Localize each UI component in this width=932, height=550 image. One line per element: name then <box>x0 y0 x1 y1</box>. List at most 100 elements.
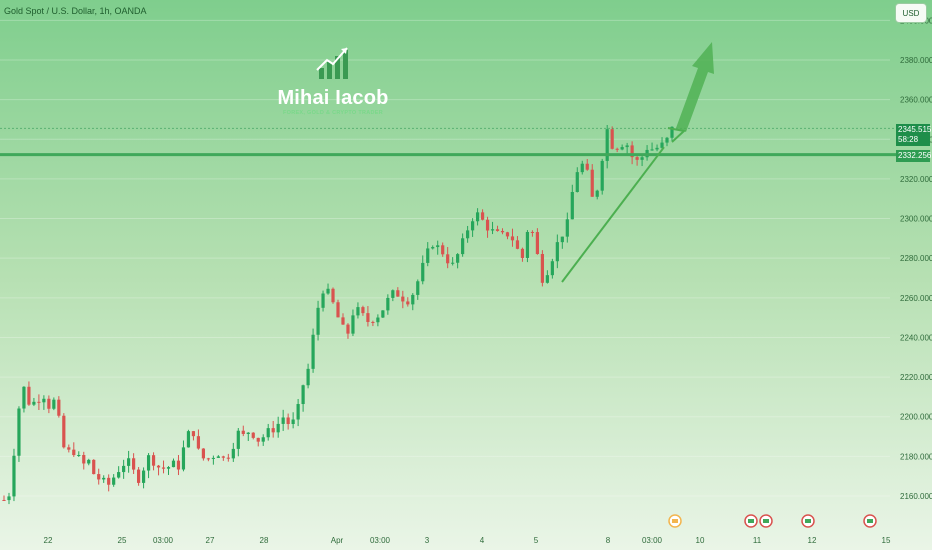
countdown-value: 58:28 <box>898 135 919 144</box>
candle-body <box>560 236 564 243</box>
candle-body <box>510 236 515 241</box>
candle-body <box>630 145 634 158</box>
x-axis: 22 25 03:00 27 28 Apr 03:00 3 4 5 8 03:00 10 11 12 15 <box>44 536 891 545</box>
candle-body <box>112 477 116 485</box>
candle-body <box>256 437 260 442</box>
candle-body <box>490 229 495 231</box>
candle-body <box>366 313 370 322</box>
event-marker-inner <box>763 519 769 523</box>
x-tick-label: 3 <box>425 536 430 545</box>
candle-body <box>371 321 375 323</box>
candle-body <box>600 160 604 191</box>
x-tick-label: 25 <box>118 536 127 545</box>
candle-body <box>181 447 186 470</box>
candle-body <box>530 231 535 233</box>
level-price-tag: 2332.256 <box>896 150 932 162</box>
candle-body <box>176 460 181 470</box>
event-marker-inner <box>748 519 754 523</box>
candle-body <box>271 428 275 433</box>
candle-body <box>520 248 525 258</box>
candle-body <box>102 477 106 480</box>
candle-body <box>156 465 161 468</box>
candle-body <box>505 232 510 237</box>
candle-body <box>635 157 639 160</box>
x-tick-label: 12 <box>808 536 817 545</box>
candle-body <box>2 499 6 501</box>
x-tick-label: 03:00 <box>153 536 174 545</box>
candle-body <box>401 296 405 302</box>
candle-body <box>62 415 66 448</box>
candle-body <box>216 456 220 458</box>
candle-body <box>251 432 255 438</box>
candle-body <box>231 448 235 459</box>
chart-growth-icon <box>316 47 348 79</box>
candle-body <box>670 126 674 138</box>
candle-body <box>466 230 470 239</box>
candle-body <box>411 294 415 305</box>
candle-body <box>186 431 191 448</box>
candle-body <box>480 212 485 220</box>
candle-body <box>171 460 176 468</box>
candle-body <box>356 307 360 316</box>
grid-lines <box>0 19 890 497</box>
candle-body <box>221 456 225 458</box>
trendline <box>561 146 665 283</box>
candle-body <box>191 431 196 437</box>
candle-body <box>296 404 300 420</box>
candle-body <box>456 254 460 263</box>
candle-body <box>77 455 81 457</box>
y-tick-label: 2260.000 <box>900 294 932 303</box>
y-tick-label: 2240.000 <box>900 333 932 342</box>
currency-button[interactable]: USD <box>895 3 927 23</box>
candle-body <box>331 288 335 303</box>
candle-body <box>441 245 445 255</box>
candle-body <box>495 229 500 231</box>
candle-body <box>107 477 111 485</box>
x-tick-label: 4 <box>480 536 485 545</box>
candle-body <box>17 408 21 456</box>
candle-body <box>555 242 559 262</box>
candle-body <box>57 399 61 416</box>
candle-body <box>620 147 624 150</box>
candle-body <box>431 247 435 249</box>
candle-body <box>426 248 430 263</box>
candle-body <box>615 148 619 150</box>
candle-body <box>381 310 385 318</box>
candle-body <box>625 145 629 148</box>
logo-name: Mihai Iacob <box>277 87 389 109</box>
candle-body <box>660 142 664 148</box>
y-tick-label: 2220.000 <box>900 373 932 382</box>
candle-body <box>326 288 330 294</box>
candle-body <box>246 432 250 434</box>
candle-body <box>515 240 520 249</box>
candle-body <box>346 324 350 334</box>
candle-body <box>475 212 480 222</box>
candle-body <box>311 334 315 369</box>
y-tick-label: 2280.000 <box>900 254 932 263</box>
x-tick-label: 5 <box>534 536 539 545</box>
candle-body <box>650 149 654 151</box>
candle-body <box>605 129 609 161</box>
candle-body <box>117 472 121 478</box>
candle-body <box>316 307 320 335</box>
candle-body <box>461 238 465 255</box>
y-tick-label: 2380.000 <box>900 56 932 65</box>
candle-body <box>196 436 201 449</box>
candle-body <box>406 301 410 305</box>
candle-body <box>321 293 325 308</box>
x-tick-label: 8 <box>606 536 611 545</box>
candle-body <box>241 430 245 434</box>
candle-body <box>82 455 86 464</box>
candle-body <box>141 470 146 483</box>
candle-body <box>525 231 530 258</box>
candle-body <box>261 437 265 442</box>
candle-body <box>42 398 46 403</box>
x-tick-label: 28 <box>260 536 269 545</box>
candle-body <box>291 419 295 425</box>
current-price-value: 2345.515 <box>898 125 932 134</box>
candle-body <box>281 417 285 424</box>
candle-body <box>500 230 505 233</box>
candle-body <box>485 219 490 231</box>
